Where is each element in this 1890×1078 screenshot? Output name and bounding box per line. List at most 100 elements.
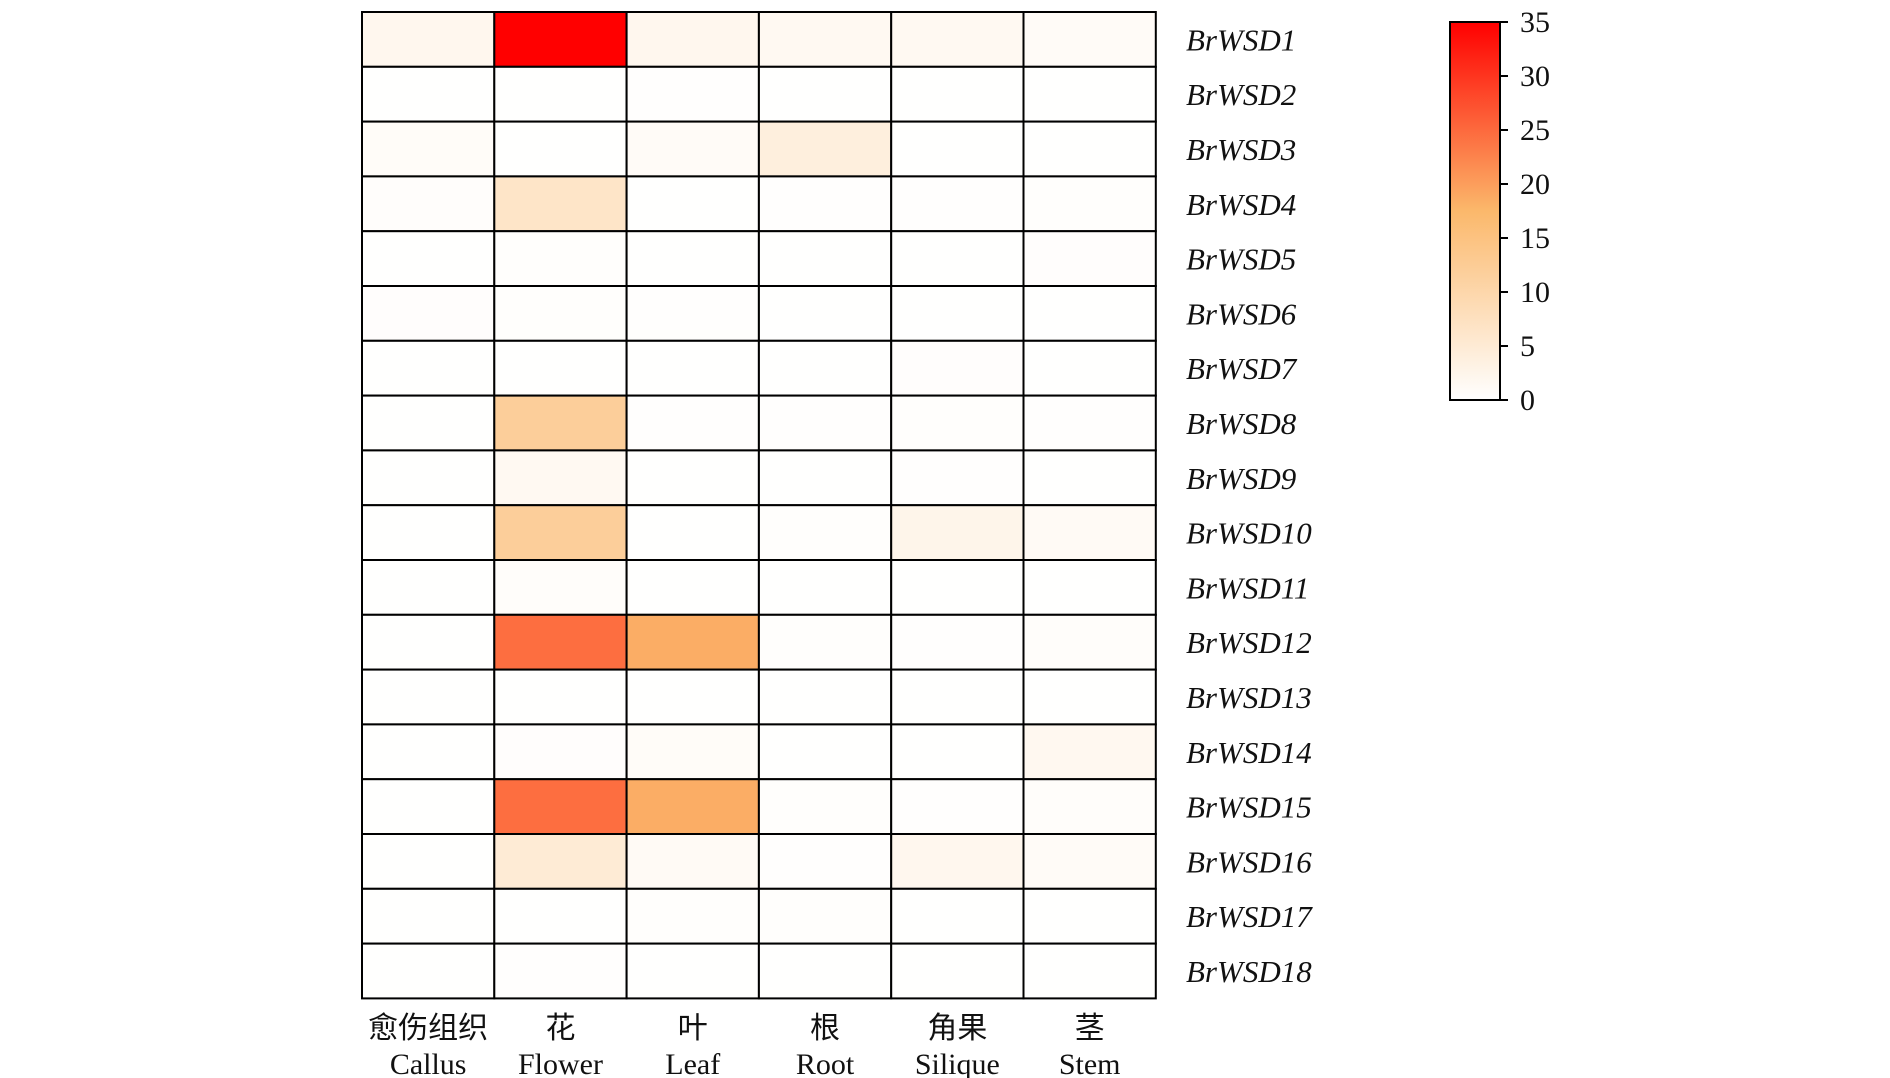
heatmap-cell — [1022, 394, 1157, 452]
heatmap-cell — [757, 11, 893, 68]
heatmap-cell — [493, 723, 628, 781]
heatmap-cell — [890, 504, 1025, 562]
column-label-en: Flower — [518, 1048, 603, 1078]
colorbar: 0 5 10 15 20 25 30 35 — [1449, 6, 1550, 417]
heatmap-cell — [493, 887, 628, 945]
colorbar-tick-label: 25 — [1520, 114, 1550, 147]
heatmap-cell — [1022, 778, 1157, 836]
colorbar-tick-label: 0 — [1520, 384, 1535, 417]
heatmap-cell — [493, 613, 628, 671]
row-label: BrWSD3 — [1186, 132, 1296, 167]
heatmap-cell — [493, 339, 628, 397]
heatmap-cell — [361, 942, 496, 1000]
heatmap-cell — [361, 230, 496, 287]
heatmap-cell — [1022, 285, 1157, 342]
heatmap-cell — [493, 394, 628, 452]
row-label: BrWSD16 — [1186, 844, 1312, 879]
heatmap-cell — [890, 175, 1025, 233]
colorbar-tick-label: 20 — [1520, 168, 1550, 201]
heatmap-cell — [361, 11, 496, 68]
heatmap-cell — [361, 175, 496, 233]
heatmap-cell — [361, 449, 496, 507]
heatmap-cell — [493, 778, 628, 836]
colorbar-tick-label: 15 — [1520, 222, 1550, 255]
heatmap-cell — [757, 65, 893, 123]
heatmap-cell — [1022, 942, 1157, 1000]
heatmap-cell — [1022, 668, 1157, 726]
heatmap-cell — [361, 120, 496, 178]
row-label: BrWSD6 — [1186, 296, 1297, 331]
heatmap-cell — [493, 120, 628, 178]
heatmap-cell — [493, 230, 628, 287]
heatmap-cell — [890, 285, 1025, 342]
heatmap-cell — [757, 120, 893, 178]
heatmap-cell — [890, 668, 1025, 726]
heatmap-cell — [1022, 230, 1157, 287]
heatmap-cell — [493, 833, 628, 890]
heatmap-cell — [361, 833, 496, 890]
heatmap-cell — [361, 285, 496, 342]
heatmap-cell — [890, 394, 1025, 452]
heatmap-cell — [890, 230, 1025, 287]
heatmap-cell — [361, 778, 496, 836]
heatmap-cell — [361, 668, 496, 726]
column-label-cn: 茎 — [1075, 1011, 1105, 1046]
row-label: BrWSD13 — [1186, 680, 1312, 715]
heatmap-cell — [757, 723, 893, 781]
heatmap-cell — [890, 120, 1025, 178]
heatmap-cell — [757, 230, 893, 287]
heatmap-cell — [890, 559, 1025, 616]
column-label-en: Leaf — [665, 1048, 720, 1078]
heatmap-cell — [493, 11, 628, 68]
heatmap-cell — [493, 942, 628, 1000]
heatmap-cell — [757, 613, 893, 671]
heatmap-cell — [625, 723, 760, 781]
heatmap-cell — [361, 65, 496, 123]
heatmap-cell — [361, 559, 496, 616]
heatmap-cell — [890, 778, 1025, 836]
row-label: BrWSD10 — [1186, 516, 1312, 551]
heatmap-cell — [1022, 11, 1157, 68]
heatmap-cell — [757, 833, 893, 890]
heatmap-cell — [757, 887, 893, 945]
heatmap-cell — [757, 339, 893, 397]
column-label-en: Silique — [915, 1048, 1000, 1078]
heatmap-cell — [890, 887, 1025, 945]
heatmap-cell — [890, 449, 1025, 507]
heatmap-cell — [493, 559, 628, 616]
row-label: BrWSD18 — [1186, 954, 1312, 989]
heatmap-cell — [757, 668, 893, 726]
heatmap-cell — [1022, 175, 1157, 233]
heatmap-cell — [625, 887, 760, 945]
heatmap-cell — [361, 394, 496, 452]
heatmap-cell — [361, 723, 496, 781]
heatmap-cell — [493, 449, 628, 507]
heatmap-cell — [625, 559, 760, 616]
heatmap-cell — [625, 11, 760, 68]
column-label-cn: 角果 — [927, 1011, 987, 1046]
heatmap-cell — [625, 230, 760, 287]
heatmap-cell — [625, 120, 760, 178]
heatmap-cell — [1022, 887, 1157, 945]
heatmap-cell — [625, 394, 760, 452]
row-label: BrWSD9 — [1186, 461, 1296, 496]
row-label: BrWSD15 — [1186, 790, 1312, 825]
heatmap-cell — [1022, 833, 1157, 890]
row-label: BrWSD14 — [1186, 735, 1312, 770]
heatmap-cell — [757, 175, 893, 233]
heatmap-cell — [1022, 449, 1157, 507]
row-label: BrWSD2 — [1186, 77, 1296, 112]
colorbar-tick-label: 30 — [1520, 60, 1550, 93]
heatmap-cell — [757, 449, 893, 507]
colorbar-tick-label: 35 — [1520, 6, 1550, 39]
heatmap-cell — [890, 723, 1025, 781]
heatmap-cell — [890, 11, 1025, 68]
heatmap-cell — [493, 285, 628, 342]
heatmap-cell — [361, 339, 496, 397]
row-label: BrWSD4 — [1186, 187, 1296, 222]
heatmap-cell — [1022, 65, 1157, 123]
row-label: BrWSD1 — [1186, 22, 1296, 57]
heatmap-cell — [625, 285, 760, 342]
heatmap-cell — [757, 394, 893, 452]
